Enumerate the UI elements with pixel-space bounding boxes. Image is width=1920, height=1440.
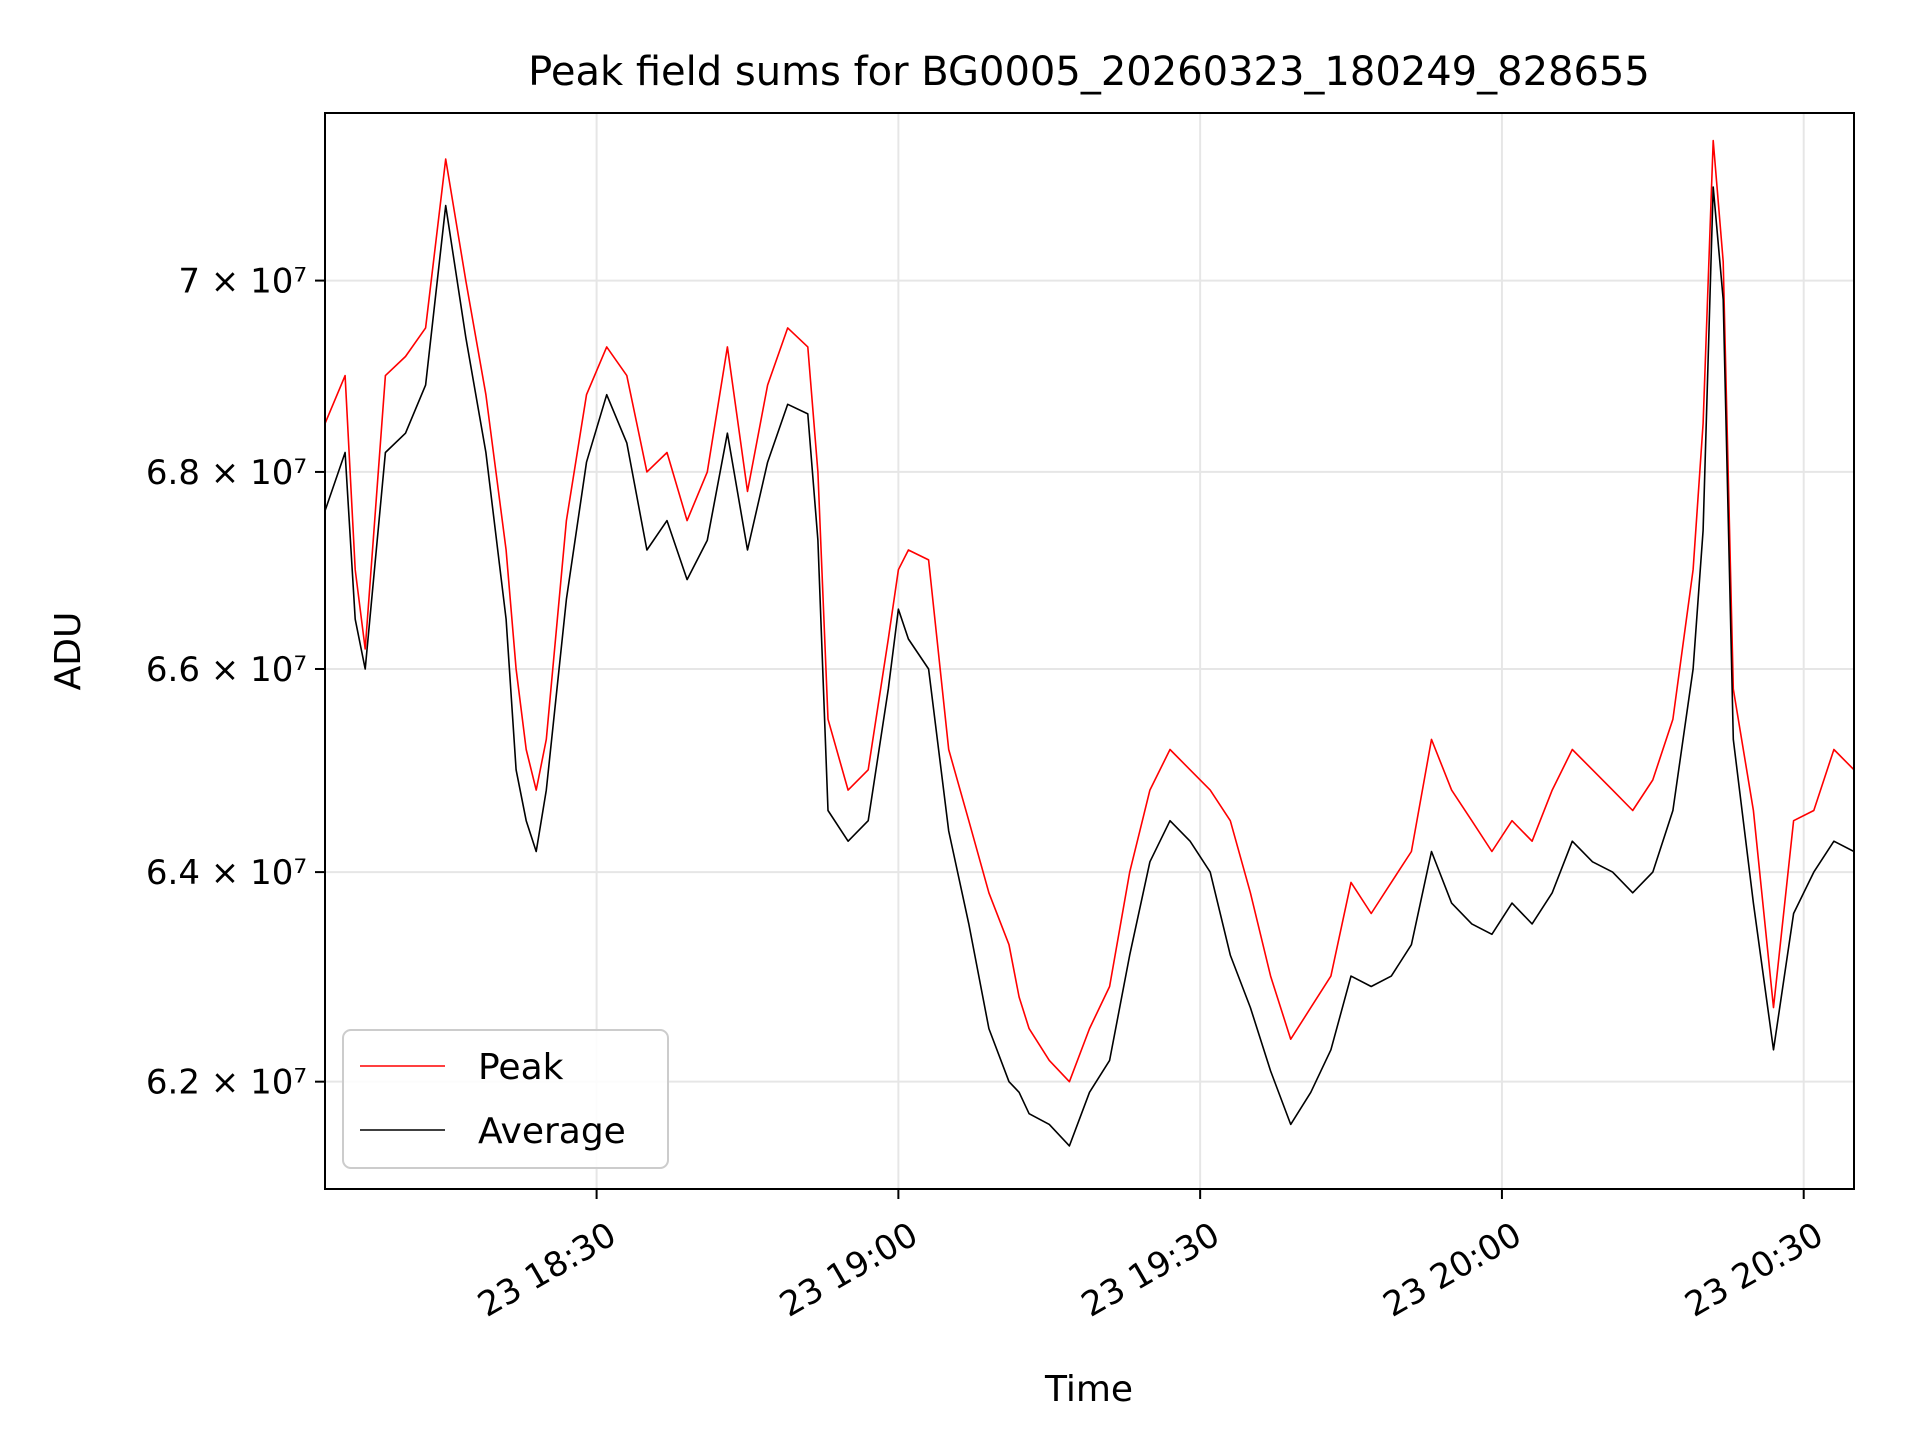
legend-box xyxy=(342,1029,669,1169)
legend-label-peak: Peak xyxy=(478,1047,564,1088)
chart-title: Peak field sums for BG0005_20260323_1802… xyxy=(528,49,1650,95)
y-axis-label: ADU xyxy=(48,612,89,691)
legend-label-average: Average xyxy=(478,1111,626,1152)
plot-frame xyxy=(324,112,1855,1190)
x-axis-label: Time xyxy=(1044,1369,1133,1410)
y-tick-label: 6.8 × 10⁷ xyxy=(146,453,307,493)
y-tick-label: 7 × 10⁷ xyxy=(178,262,307,302)
plot-area xyxy=(325,139,1854,1147)
y-tick-label: 6.4 × 10⁷ xyxy=(146,853,307,893)
y-tick-label: 6.6 × 10⁷ xyxy=(146,650,307,690)
y-axis: 6.2 × 10⁷ 6.4 × 10⁷ 6.6 × 10⁷ 6.8 × 10⁷ 7 × … xyxy=(146,262,325,1103)
legend: Peak Average xyxy=(342,1029,669,1169)
series-line-average xyxy=(325,186,1854,1147)
series-line-peak xyxy=(325,139,1854,1083)
y-tick-label: 6.2 × 10⁷ xyxy=(146,1063,307,1103)
